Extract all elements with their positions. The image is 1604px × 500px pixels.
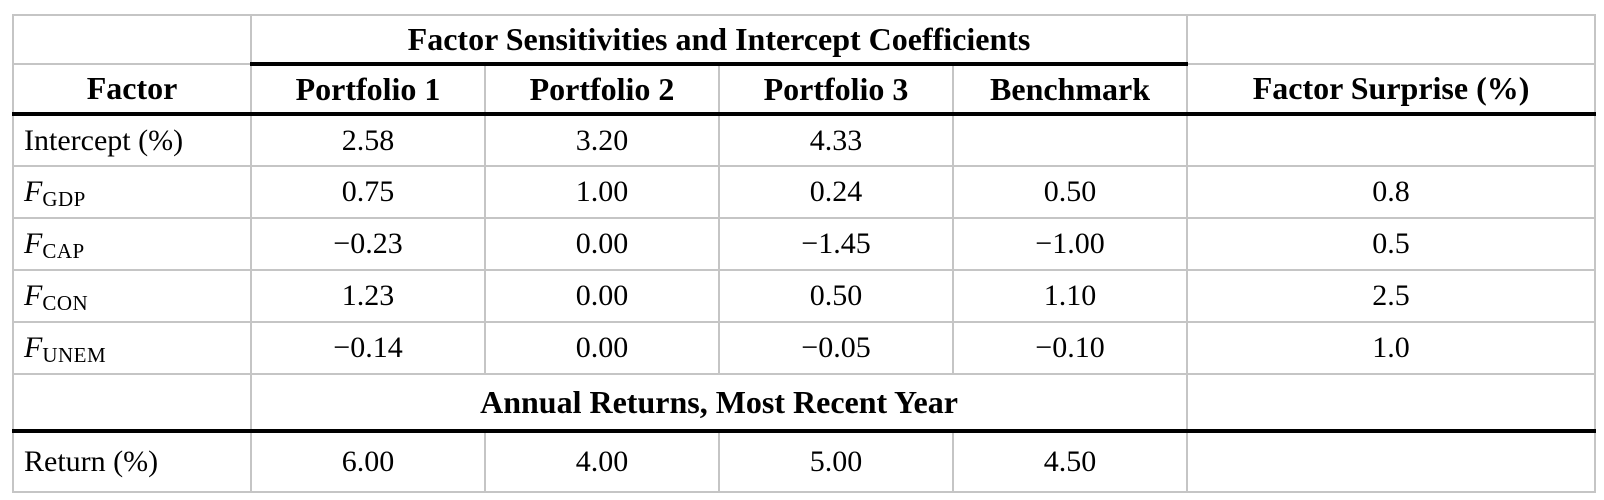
corner-cell-top-left	[12, 14, 252, 65]
value-cell	[951, 113, 1189, 167]
row-label-intercept: Intercept (%)	[12, 113, 252, 167]
value-cell: 6.00	[250, 430, 486, 493]
row-label-text: Return (%)	[24, 445, 159, 478]
row-label-f-gdp: FGDP	[12, 165, 252, 219]
value-cell: 3.20	[484, 113, 720, 167]
value-cell: 0.00	[484, 269, 720, 323]
factor-subscript: CAP	[42, 238, 85, 263]
value-cell: −0.05	[718, 321, 954, 375]
col-header-portfolio-2: Portfolio 2	[484, 63, 720, 116]
row-label-text: Intercept (%)	[24, 123, 184, 157]
col-header-portfolio-1: Portfolio 1	[250, 63, 486, 116]
factor-sensitivities-table: Factor Sensitivities and Intercept Coeff…	[12, 14, 1597, 493]
value-cell: 5.00	[718, 430, 954, 493]
factor-subscript: UNEM	[42, 342, 107, 367]
value-cell: −0.14	[250, 321, 486, 375]
value-cell: 2.58	[250, 113, 486, 167]
value-cell: −1.45	[718, 217, 954, 271]
corner-cell-top-right	[1186, 14, 1597, 65]
col-header-factor: Factor	[12, 63, 252, 116]
value-cell: 4.50	[951, 430, 1189, 493]
factor-symbol: F	[24, 227, 43, 260]
value-cell: 4.33	[718, 113, 954, 167]
value-cell: 1.0	[1186, 321, 1597, 375]
factor-subscript: CON	[42, 290, 89, 315]
span-header-annual-returns: Annual Returns, Most Recent Year	[249, 373, 1189, 433]
value-cell: 2.5	[1186, 269, 1597, 323]
value-cell: 1.00	[484, 165, 720, 219]
value-cell	[1186, 430, 1597, 493]
factor-symbol: F	[24, 331, 43, 364]
exhibit-table-container: Factor Sensitivities and Intercept Coeff…	[12, 14, 1597, 493]
value-cell: −0.10	[951, 321, 1189, 375]
value-cell: 0.5	[1186, 217, 1597, 271]
row-label-return: Return (%)	[12, 430, 252, 493]
value-cell: 0.75	[250, 165, 486, 219]
value-cell: 0.00	[484, 321, 720, 375]
value-cell: 0.50	[951, 165, 1189, 219]
col-header-portfolio-3: Portfolio 3	[718, 63, 954, 116]
annual-returns-right-cell	[1186, 373, 1597, 433]
factor-symbol: F	[24, 279, 43, 312]
factor-symbol: F	[24, 175, 43, 208]
value-cell: 0.24	[718, 165, 954, 219]
value-cell: 1.23	[250, 269, 486, 323]
value-cell: 1.10	[951, 269, 1189, 323]
row-label-f-cap: FCAP	[12, 217, 252, 271]
value-cell: 0.50	[718, 269, 954, 323]
value-cell: −1.00	[951, 217, 1189, 271]
annual-returns-left-cell	[12, 373, 252, 433]
span-header-factor-sensitivities: Factor Sensitivities and Intercept Coeff…	[249, 14, 1189, 66]
row-label-f-unem: FUNEM	[12, 321, 252, 375]
value-cell: 0.8	[1186, 165, 1597, 219]
col-header-factor-surprise: Factor Surprise (%)	[1186, 63, 1597, 116]
value-cell: 0.00	[484, 217, 720, 271]
row-label-f-con: FCON	[12, 269, 252, 323]
value-cell: 4.00	[484, 430, 720, 493]
factor-subscript: GDP	[42, 186, 86, 211]
value-cell	[1186, 113, 1597, 167]
col-header-benchmark: Benchmark	[951, 63, 1189, 116]
value-cell: −0.23	[250, 217, 486, 271]
